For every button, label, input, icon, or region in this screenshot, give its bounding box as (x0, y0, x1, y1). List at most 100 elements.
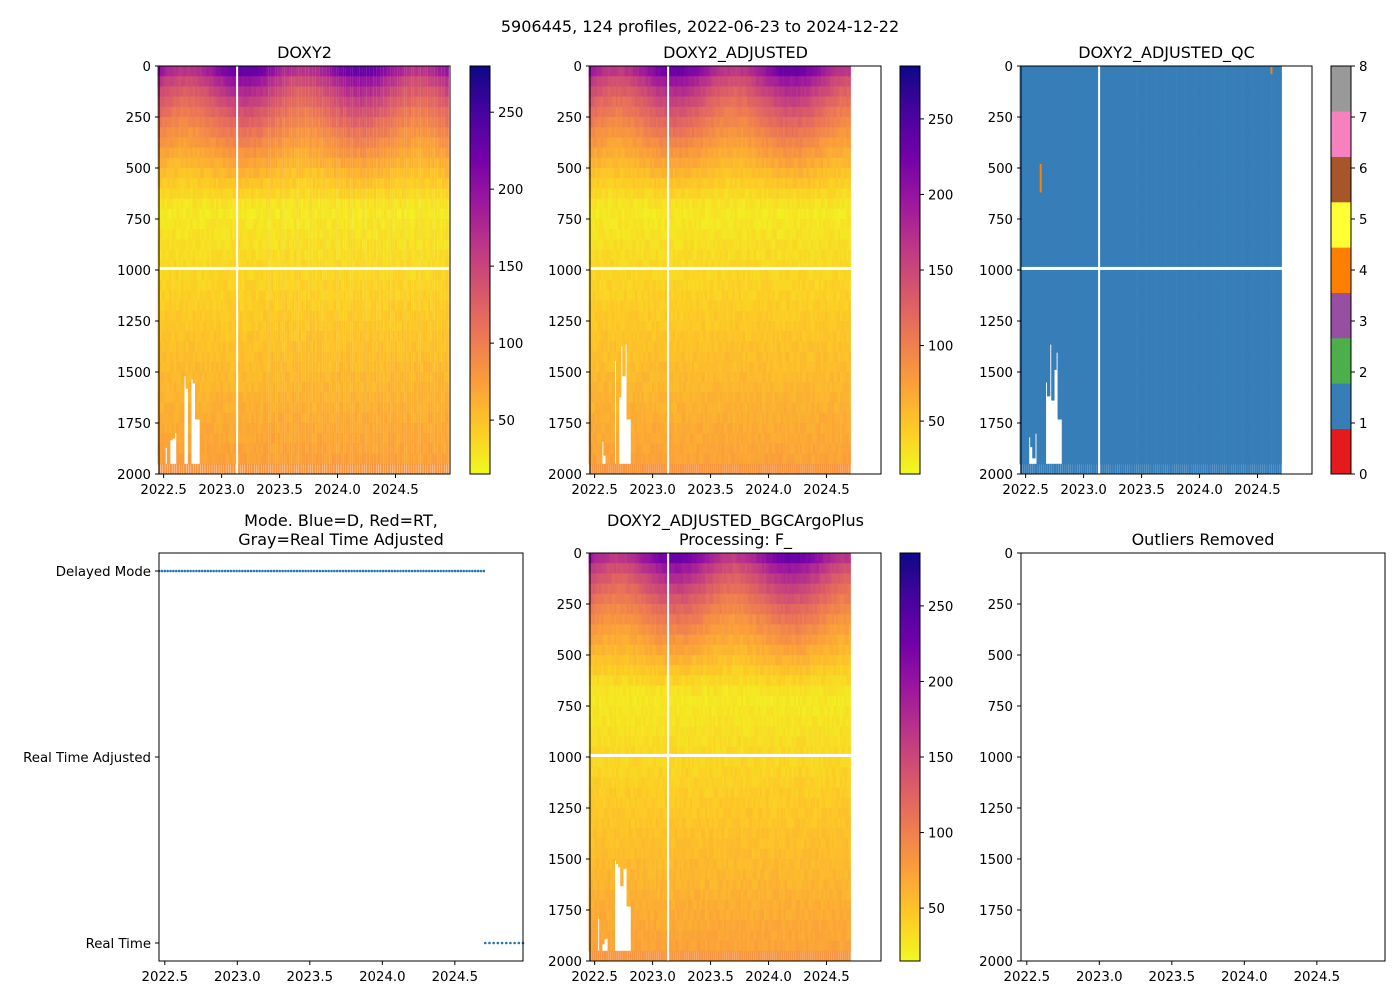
doxy2-cell (164, 96, 169, 108)
doxy2-cell (324, 127, 327, 138)
doxy2-profile (340, 66, 344, 474)
doxy2-cell (197, 219, 201, 230)
doxy2-cell (359, 443, 363, 455)
doxy2-cell (308, 310, 311, 322)
doxy2-cell (209, 331, 213, 342)
doxy2-cell (366, 382, 370, 393)
doxy2-cell (343, 229, 346, 240)
doxy2-cell (296, 372, 299, 383)
doxy2-cell (197, 66, 201, 77)
doxy2-cell (187, 178, 192, 189)
doxy2-profile (277, 66, 281, 474)
doxy2-cell (194, 188, 199, 200)
doxy2-cell (296, 106, 299, 118)
doxy2-cell (183, 341, 187, 353)
doxy2-cell (383, 290, 386, 302)
doxy2-cell (287, 127, 290, 138)
doxy2-cell (169, 270, 173, 281)
doxy2-cell (301, 76, 304, 87)
doxy2-cell (331, 453, 334, 465)
doxy2-cell (413, 372, 417, 383)
doxy2-cell (376, 433, 379, 444)
doxy2-cell (425, 463, 428, 474)
doxy2-cell (308, 117, 311, 128)
doxy2-cell (434, 270, 438, 281)
doxy2-cell (218, 106, 222, 118)
doxy2-cell (265, 433, 269, 444)
doxy2-cell (206, 219, 211, 230)
doxy2-cell (206, 66, 211, 77)
doxy2-cell (392, 280, 395, 291)
doxy2-cell (338, 147, 342, 159)
doxy2-cell (406, 412, 410, 424)
doxy2-cell (178, 300, 183, 312)
doxy2-cell (303, 392, 306, 404)
doxy2-cell (352, 157, 356, 169)
doxy2-cell (164, 239, 169, 251)
doxy2-cell (399, 76, 402, 87)
doxy2-cell (251, 96, 255, 108)
doxy2-cell (294, 249, 297, 261)
doxy2-cell (159, 137, 164, 149)
doxy2-cell (324, 137, 327, 149)
doxy2-cell (223, 157, 227, 169)
doxy2-cell (305, 66, 309, 77)
doxy2-cell (270, 219, 273, 230)
doxy2-cell (218, 321, 222, 332)
doxy2-cell (180, 157, 185, 169)
doxy2-cell (324, 178, 327, 189)
doxy2-cell (227, 219, 232, 230)
doxy2-cell (430, 412, 433, 424)
doxy2-cell (437, 106, 440, 118)
doxy2-cell (392, 219, 395, 230)
doxy2-cell (294, 219, 297, 230)
doxy2-cell (312, 392, 316, 404)
doxy2-cell (383, 229, 386, 240)
doxy2-cell (213, 270, 218, 281)
doxy2-cell (237, 137, 241, 149)
doxy2-cell (246, 96, 251, 108)
doxy2-cell (204, 198, 208, 210)
doxy2-cell (202, 443, 206, 455)
doxy2-cell (336, 412, 339, 424)
doxy2-cell (437, 423, 440, 434)
doxy2-cell (284, 66, 288, 77)
doxy2-profile (326, 66, 330, 474)
doxy2-cell (164, 106, 169, 118)
doxy2-cell (185, 106, 190, 118)
doxy2-cell (190, 259, 194, 271)
doxy2-cell (230, 290, 234, 302)
doxy2-cell (279, 453, 283, 465)
doxy2-cell (364, 208, 367, 220)
doxy2-cell (303, 208, 306, 220)
doxy2-cell (371, 147, 374, 159)
doxy2-cell (244, 168, 248, 179)
doxy2-cell (350, 76, 353, 87)
doxy2-cell (169, 423, 173, 434)
doxy2-profile (220, 66, 225, 474)
doxy2-cell (185, 127, 190, 138)
doxy2-cell (401, 402, 405, 414)
doxy2-cell (194, 208, 199, 220)
doxy2-cell (387, 453, 391, 465)
doxy2-cell (401, 300, 405, 312)
doxy2-cell (275, 412, 278, 424)
doxy2-cell (197, 168, 201, 179)
doxy2-cell (352, 168, 356, 179)
doxy2-cell (383, 463, 386, 474)
doxy2-cell (204, 117, 208, 128)
doxy2-cell (399, 137, 402, 149)
doxy2-cell (159, 412, 164, 424)
doxy2-cell (432, 392, 435, 404)
doxy2-cell (355, 382, 358, 393)
doxy2-cell (164, 86, 169, 98)
doxy2-cell (362, 178, 365, 189)
doxy2-cell (289, 249, 292, 261)
doxy2-cell (291, 280, 295, 291)
doxy2-cell (371, 351, 374, 363)
doxy2-cell (178, 361, 183, 373)
doxy2-cell (287, 433, 290, 444)
doxy2-cell (270, 76, 273, 87)
doxy2-cell (350, 382, 353, 393)
doxy2-cell (277, 372, 281, 383)
